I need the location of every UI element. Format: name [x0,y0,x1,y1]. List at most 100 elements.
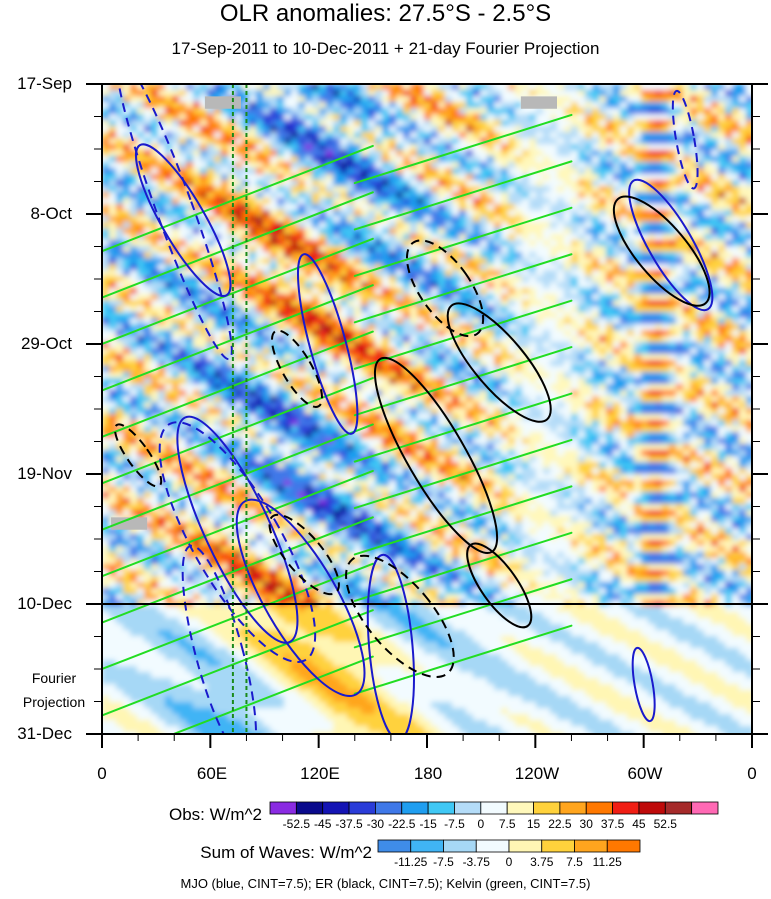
field-cell [193,126,201,133]
field-cell [732,162,740,169]
field-cell [193,312,201,319]
field-cell [487,210,495,217]
field-cell [501,210,509,217]
field-cell [676,276,684,283]
field-cell [585,216,593,223]
field-cell [501,192,509,199]
field-cell [137,186,145,193]
field-cell [641,282,649,289]
field-cell [641,366,649,373]
field-cell [487,192,495,199]
field-cell [550,312,558,319]
field-cell [655,198,663,205]
field-cell [312,402,320,409]
field-cell [424,198,432,205]
field-cell [445,228,453,235]
field-cell [333,360,341,367]
field-cell [382,90,390,97]
field-cell [375,246,383,253]
field-cell [123,396,131,403]
field-cell [627,114,635,121]
field-cell [263,198,271,205]
field-cell [557,306,565,313]
field-cell [704,222,712,229]
field-cell [466,372,474,379]
field-cell [291,192,299,199]
field-cell [221,114,229,121]
field-cell [438,372,446,379]
field-cell [137,168,145,175]
field-cell [501,330,509,337]
field-cell [718,366,726,373]
field-cell [529,318,537,325]
field-cell [543,270,551,277]
field-cell [375,240,383,247]
field-cell [130,360,138,367]
field-cell [424,318,432,325]
field-cell [606,156,614,163]
field-cell [137,342,145,349]
field-cell [326,192,334,199]
field-cell [172,270,180,277]
field-cell [718,318,726,325]
field-cell [102,90,110,97]
field-cell [256,204,264,211]
field-cell [704,126,712,133]
field-cell [739,222,747,229]
field-cell [354,336,362,343]
field-cell [319,84,327,91]
field-cell [242,114,250,121]
field-cell [172,402,180,409]
field-cell [361,180,369,187]
field-cell [417,318,425,325]
field-cell [389,282,397,289]
field-cell [179,84,187,91]
field-cell [676,396,684,403]
field-cell [116,378,124,385]
field-cell [438,378,446,385]
field-cell [613,132,621,139]
field-cell [571,228,579,235]
field-cell [690,300,698,307]
field-cell [599,258,607,265]
field-cell [319,390,327,397]
field-cell [109,384,117,391]
field-cell [501,228,509,235]
field-cell [298,240,306,247]
field-cell [613,186,621,193]
field-cell [466,168,474,175]
field-cell [585,210,593,217]
field-cell [116,126,124,133]
field-cell [578,384,586,391]
field-cell [613,342,621,349]
field-cell [746,150,752,157]
field-cell [431,366,439,373]
field-cell [599,90,607,97]
field-cell [361,366,369,373]
field-cell [172,360,180,367]
field-cell [382,198,390,205]
field-cell [641,168,649,175]
field-cell [256,240,264,247]
field-cell [536,348,544,355]
field-cell [529,252,537,259]
field-cell [165,198,173,205]
field-cell [529,372,537,379]
field-cell [263,354,271,361]
field-cell [361,174,369,181]
field-cell [207,192,215,199]
field-cell [746,270,752,277]
field-cell [704,384,712,391]
field-cell [501,90,509,97]
field-cell [592,138,600,145]
field-cell [606,366,614,373]
field-cell [641,156,649,163]
field-cell [326,168,334,175]
field-cell [305,336,313,343]
field-cell [634,150,642,157]
field-cell [732,270,740,277]
field-cell [431,138,439,145]
field-cell [655,216,663,223]
field-cell [627,222,635,229]
field-cell [606,204,614,211]
